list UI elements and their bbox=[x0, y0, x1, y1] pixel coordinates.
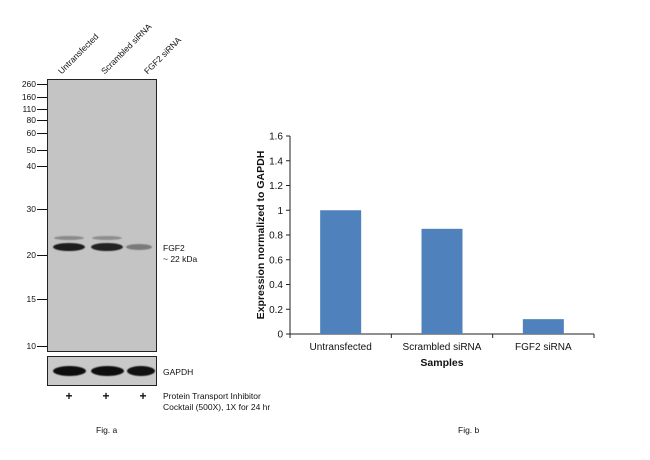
mw-tick-10 bbox=[37, 346, 47, 347]
mw-tick-260 bbox=[37, 84, 47, 85]
mw-label-20: 20 bbox=[26, 250, 36, 260]
treatment-mark-lane-1: + bbox=[65, 389, 73, 403]
mw-label-10: 10 bbox=[26, 341, 36, 351]
mw-label-80: 80 bbox=[26, 115, 36, 125]
mw-tick-40 bbox=[37, 166, 47, 167]
bar-fgf2-sirna bbox=[522, 319, 564, 334]
mw-label-50: 50 bbox=[26, 145, 36, 155]
bar-scrambled-sirna bbox=[421, 228, 463, 334]
mw-label-260: 260 bbox=[21, 79, 36, 89]
fgf2-upper-band-lane-1 bbox=[54, 236, 84, 240]
y-tick-label-3: 0.6 bbox=[269, 255, 283, 266]
mw-tick-160 bbox=[37, 97, 47, 98]
gapdh-band-lane-1 bbox=[53, 366, 86, 376]
mw-label-40: 40 bbox=[26, 161, 36, 171]
x-axis-title: Samples bbox=[420, 357, 463, 369]
y-tick-label-2: 0.4 bbox=[269, 280, 283, 291]
mw-tick-30 bbox=[37, 209, 47, 210]
gapdh-band-lane-3 bbox=[127, 366, 155, 376]
mw-tick-15 bbox=[37, 299, 47, 300]
fgf2-band-lane-2 bbox=[91, 243, 123, 251]
mw-tick-20 bbox=[37, 255, 47, 256]
y-tick-label-5: 1 bbox=[277, 206, 283, 217]
gapdh-band-lane-2 bbox=[91, 366, 124, 376]
treatment-label-line-2: Cocktail (500X), 1X for 24 hr bbox=[163, 402, 271, 412]
mw-label-110: 110 bbox=[22, 104, 36, 114]
mw-label-160: 160 bbox=[21, 92, 36, 102]
x-tick-label-0: Untransfected bbox=[310, 342, 372, 353]
lane-label-fgf2-sirna: FGF2 siRNA bbox=[141, 34, 184, 76]
mw-tick-110 bbox=[37, 109, 47, 110]
x-tick-label-2: FGF2 siRNA bbox=[515, 342, 572, 353]
mw-label-30: 30 bbox=[26, 204, 36, 214]
expression-bar-chart: 0 0.2 0.4 0.6 0.8 1 1.2 1.4 1.6 Untransfected Scra… bbox=[255, 132, 595, 369]
lane-label-untransfected: Untransfected bbox=[55, 31, 101, 76]
fgf2-band-lane-3 bbox=[126, 244, 152, 250]
treatment-mark-lane-2: + bbox=[102, 389, 110, 403]
y-tick-label-1: 0.2 bbox=[269, 305, 283, 316]
fgf2-target-label: FGF2 bbox=[163, 243, 185, 253]
y-tick-label-0: 0 bbox=[277, 330, 283, 341]
x-tick-label-1: Scrambled siRNA bbox=[403, 342, 482, 353]
y-tick-label-6: 1.2 bbox=[269, 181, 283, 192]
treatment-mark-lane-3: + bbox=[139, 389, 147, 403]
gapdh-blot-panel bbox=[47, 356, 157, 386]
mw-tick-80 bbox=[37, 120, 47, 121]
figure-b-caption: Fig. b bbox=[458, 425, 480, 435]
fgf2-size-label: ~ 22 kDa bbox=[163, 254, 198, 264]
y-tick-label-7: 1.4 bbox=[269, 156, 283, 167]
figure-a-caption: Fig. a bbox=[96, 425, 118, 435]
gapdh-label: GAPDH bbox=[163, 367, 194, 377]
mw-label-15: 15 bbox=[26, 294, 36, 304]
treatment-label-line-1: Protein Transport Inhibitor bbox=[163, 391, 261, 401]
y-tick-label-8: 1.6 bbox=[269, 132, 283, 143]
mw-tick-50 bbox=[37, 150, 47, 151]
bar-untransfected bbox=[320, 210, 362, 334]
fgf2-band-lane-1 bbox=[53, 243, 85, 251]
fgf2-blot-panel bbox=[47, 79, 157, 352]
y-tick-label-4: 0.8 bbox=[269, 231, 283, 242]
mw-tick-60 bbox=[37, 133, 47, 134]
fgf2-upper-band-lane-2 bbox=[92, 236, 122, 240]
y-axis-title: Expression normalized to GAPDH bbox=[255, 151, 267, 320]
mw-label-60: 60 bbox=[26, 128, 36, 138]
